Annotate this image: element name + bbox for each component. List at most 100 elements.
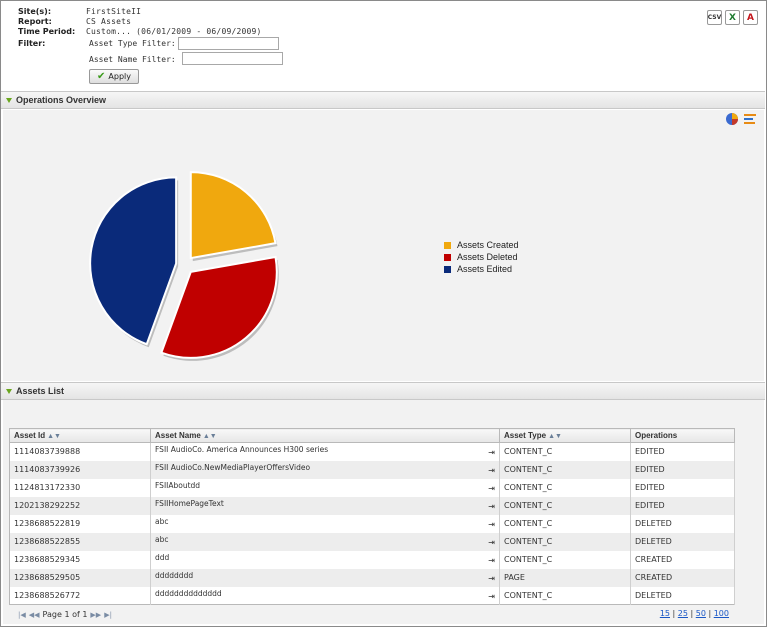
param-row: Filter: [18, 39, 86, 48]
pager: |◀ ◀◀ Page 1 of 1 ▶▶ ▶| [18, 610, 112, 619]
asset-type-cell: CONTENT_C [499, 550, 631, 569]
assets-list-header[interactable]: Assets List [1, 382, 765, 400]
param-value: CS Assets [86, 17, 132, 26]
asset-id-cell: 1238688522855 [9, 532, 151, 551]
param-key: Filter: [18, 39, 46, 48]
open-asset-icon[interactable]: ⇥ [488, 555, 495, 565]
asset-type-cell: CONTENT_C [499, 478, 631, 497]
last-page-icon[interactable]: ▶| [104, 610, 112, 619]
param-value: Custom... (06/01/2009 - 06/09/2009) [86, 27, 262, 36]
asset-name-cell: abc ⇥ [150, 514, 500, 533]
table-row[interactable]: 1238688529345 ddd ⇥ CONTENT_C CREATED [9, 550, 735, 569]
table-row[interactable]: 1114083739888 FSII AudioCo. America Annou… [9, 442, 735, 461]
page-size-link[interactable]: 100 [713, 609, 729, 618]
asset-type-cell: CONTENT_C [499, 586, 631, 605]
table-row[interactable]: 1238688522855 abc ⇥ CONTENT_C DELETED [9, 532, 735, 551]
open-asset-icon[interactable]: ⇥ [488, 465, 495, 475]
apply-button[interactable]: ✔ Apply [89, 69, 139, 84]
operation-cell: EDITED [630, 496, 735, 515]
legend-swatch [444, 253, 451, 261]
asset-name-cell: FSIIHomePageText ⇥ [150, 496, 500, 515]
table-row[interactable]: 1238688529505 dddddddd ⇥ PAGE CREATED [9, 568, 735, 587]
page-size-link[interactable]: 50 [695, 609, 706, 618]
legend-swatch [444, 265, 451, 273]
param-key: Site(s): [18, 7, 52, 16]
assets-table: Asset Id ▲▼ Asset Name ▲▼ Asset Type ▲▼ Ope… [9, 428, 735, 605]
collapse-triangle-icon[interactable] [6, 388, 12, 394]
first-page-icon[interactable]: |◀ [18, 610, 26, 619]
operation-cell: EDITED [630, 442, 735, 461]
section-title: Operations Overview [16, 95, 107, 105]
param-value: FirstSiteII [86, 7, 142, 16]
open-asset-icon[interactable]: ⇥ [488, 483, 495, 493]
table-row[interactable]: 1238688522819 abc ⇥ CONTENT_C DELETED [9, 514, 735, 533]
asset-name-cell: abc ⇥ [150, 532, 500, 551]
csv-icon: CSV [707, 14, 722, 21]
asset-id-cell: 1238688529345 [9, 550, 151, 569]
asset-id-cell: 1238688526772 [9, 586, 151, 605]
asset-id-cell: 1114083739926 [9, 460, 151, 479]
check-icon: ✔ [97, 70, 106, 82]
table-row[interactable]: 1124813172330 FSIIAboutdd ⇥ CONTENT_C EDITED [9, 478, 735, 497]
column-header-asset-name[interactable]: Asset Name ▲▼ [150, 428, 500, 443]
table-row[interactable]: 1202138292252 FSIIHomePageText ⇥ CONTENT_C E… [9, 496, 735, 515]
asset-name-cell: ddd ⇥ [150, 550, 500, 569]
open-asset-icon[interactable]: ⇥ [488, 448, 495, 457]
section-title: Assets List [16, 386, 65, 396]
asset-name-filter-label: Asset Name Filter: [89, 55, 176, 64]
page-size-links: 15 | 25 | 50 | 100 [659, 609, 729, 618]
operation-cell: EDITED [630, 460, 735, 479]
asset-id-cell: 1202138292252 [9, 496, 151, 515]
page-size-link[interactable]: 25 [677, 609, 688, 618]
asset-id-cell: 1124813172330 [9, 478, 151, 497]
page-indicator: Page 1 of 1 [42, 610, 88, 619]
asset-type-filter-input[interactable] [178, 37, 279, 50]
bar-chart-toggle-icon[interactable] [743, 113, 757, 125]
asset-name-cell: FSII AudioCo. America Announces H300 ser… [150, 442, 500, 461]
operations-pie-chart [89, 171, 279, 361]
open-asset-icon[interactable]: ⇥ [488, 501, 495, 511]
column-header-operations: Operations [630, 428, 735, 443]
asset-type-cell: CONTENT_C [499, 532, 631, 551]
pdf-export-button[interactable]: A [743, 10, 758, 25]
csv-export-button[interactable]: CSV [707, 10, 722, 25]
asset-type-cell: CONTENT_C [499, 514, 631, 533]
table-row[interactable]: 1238688526772 dddddddddddddd ⇥ CONTENT_C DEL… [9, 586, 735, 605]
pdf-icon: A [747, 12, 754, 23]
open-asset-icon[interactable]: ⇥ [488, 519, 495, 529]
open-asset-icon[interactable]: ⇥ [488, 573, 495, 583]
column-header-asset-type[interactable]: Asset Type ▲▼ [499, 428, 631, 443]
operation-cell: CREATED [630, 568, 735, 587]
sort-icon: ▲▼ [548, 433, 562, 440]
param-key: Time Period: [18, 27, 76, 36]
pie-slice-assets-deleted[interactable] [160, 255, 278, 359]
column-header-asset-id[interactable]: Asset Id ▲▼ [9, 428, 151, 443]
asset-name-cell: dddddddd ⇥ [150, 568, 500, 587]
asset-name-filter-input[interactable] [182, 52, 283, 65]
pie-slice-assets-edited[interactable] [89, 176, 178, 346]
prev-page-icon[interactable]: ◀◀ [28, 610, 40, 619]
next-page-icon[interactable]: ▶▶ [90, 610, 102, 619]
pie-slice-assets-created[interactable] [189, 171, 277, 260]
open-asset-icon[interactable]: ⇥ [488, 537, 495, 547]
asset-name-cell: FSII AudioCo.NewMediaPlayerOffersVideo ⇥ [150, 460, 500, 479]
legend-swatch [444, 241, 451, 249]
table-body: 1114083739888 FSII AudioCo. America Annou… [9, 442, 735, 605]
asset-name-cell: FSIIAboutdd ⇥ [150, 478, 500, 497]
asset-type-filter-label: Asset Type Filter: [89, 39, 176, 48]
open-asset-icon[interactable]: ⇥ [488, 591, 495, 601]
collapse-triangle-icon[interactable] [6, 97, 12, 103]
sort-icon: ▲▼ [202, 433, 217, 440]
excel-export-button[interactable]: X [725, 10, 740, 25]
operation-cell: DELETED [630, 532, 735, 551]
table-row[interactable]: 1114083739926 FSII AudioCo.NewMediaPlayer… [9, 460, 735, 479]
apply-button-label: Apply [108, 72, 131, 81]
param-row: Report: CS Assets [18, 17, 131, 26]
pie-chart-toggle-icon[interactable] [725, 112, 741, 126]
operations-overview-header[interactable]: Operations Overview [1, 91, 765, 109]
operation-cell: DELETED [630, 514, 735, 533]
chart-legend: Assets Created Assets Deleted Assets Edi… [444, 239, 519, 275]
operation-cell: EDITED [630, 478, 735, 497]
param-key: Report: [18, 17, 52, 26]
page-size-link[interactable]: 15 [659, 609, 670, 618]
